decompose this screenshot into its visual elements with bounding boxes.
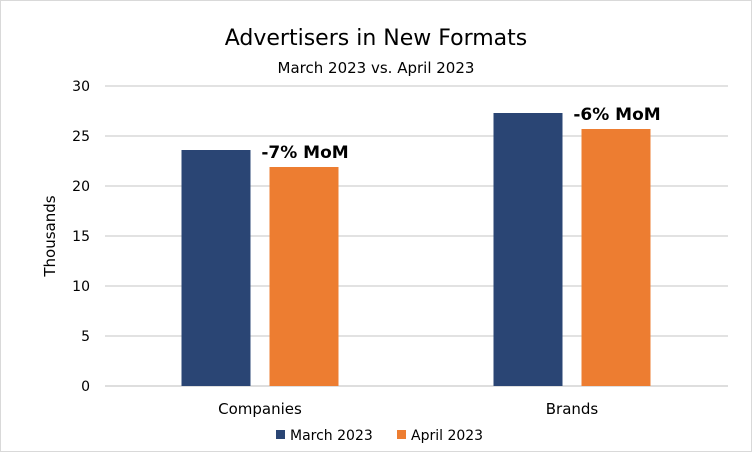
bar-companies-march-2023 <box>181 150 251 386</box>
legend-swatch <box>397 430 406 439</box>
mom-annotation: -6% MoM <box>573 105 660 125</box>
y-tick-label: 25 <box>72 129 90 145</box>
y-tick-label: 20 <box>72 179 90 195</box>
bar-brands-march-2023 <box>493 113 563 386</box>
bar-brands-april-2023 <box>581 129 651 386</box>
bar-companies-april-2023 <box>269 167 339 386</box>
y-tick-label: 10 <box>72 279 90 295</box>
legend-swatch <box>276 430 285 439</box>
x-tick-label: Companies <box>218 400 302 418</box>
y-axis-label: Thousands <box>41 195 59 277</box>
y-tick-label: 30 <box>72 79 90 95</box>
y-tick-label: 0 <box>81 379 90 395</box>
x-tick-label: Brands <box>546 400 599 418</box>
legend-label: March 2023 <box>290 428 373 444</box>
mom-annotation: -7% MoM <box>261 143 348 163</box>
legend-label: April 2023 <box>411 428 483 444</box>
y-tick-label: 5 <box>81 329 90 345</box>
y-tick-label: 15 <box>72 229 90 245</box>
chart-title: Advertisers in New Formats <box>225 26 527 51</box>
chart-subtitle: March 2023 vs. April 2023 <box>278 59 475 77</box>
